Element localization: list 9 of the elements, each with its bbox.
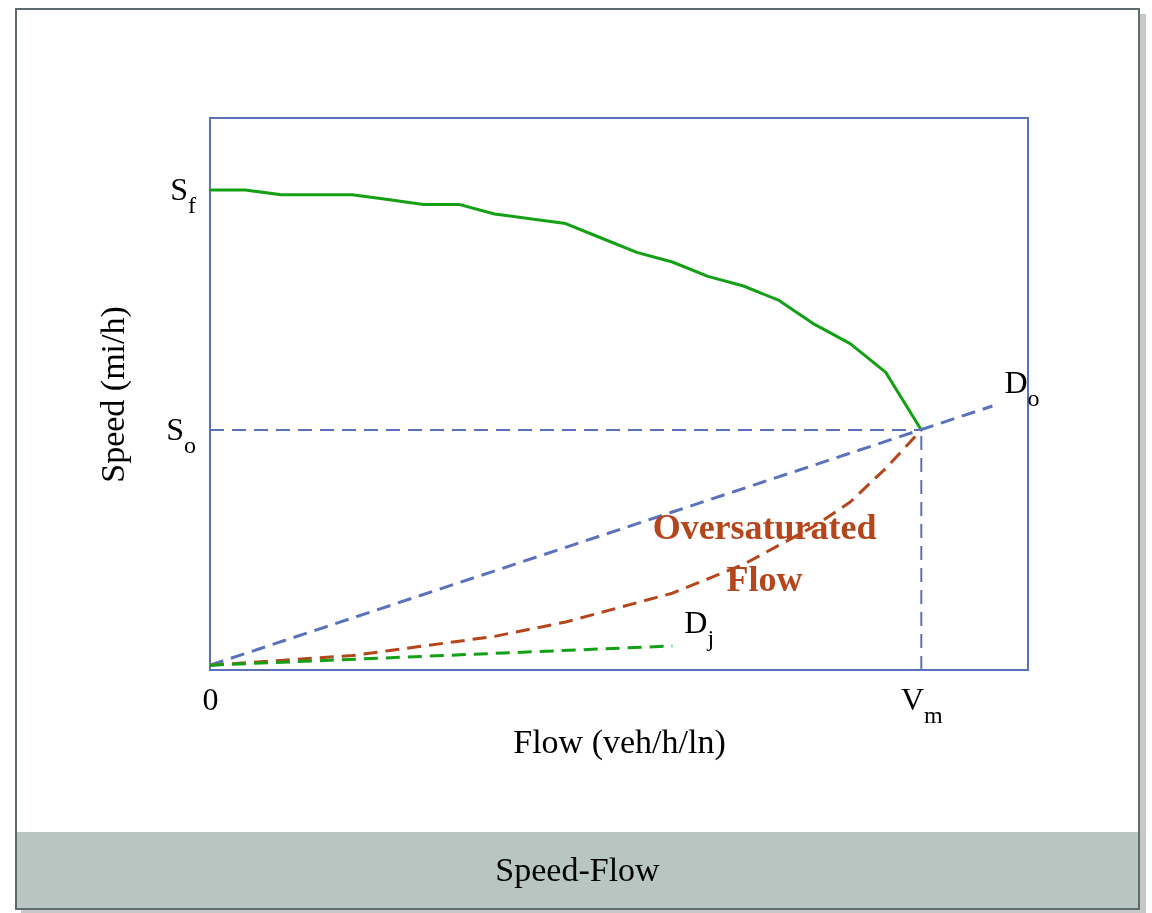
text: Speed-Flow xyxy=(17,832,1138,908)
y-axis-title: Speed (mi/h) xyxy=(93,306,132,483)
x-tick-label: 0 xyxy=(202,680,219,717)
series-label: Oversaturated Flow xyxy=(652,507,877,599)
x-axis-title: Flow (veh/h/ln) xyxy=(513,722,726,761)
series-label: D$_{j}$ xyxy=(684,604,715,651)
x-tick-label: V$_{m}$ xyxy=(900,680,944,728)
ref-line-label: S$_{o}$ xyxy=(166,411,196,458)
text: S$_{f}$ xyxy=(170,171,196,218)
